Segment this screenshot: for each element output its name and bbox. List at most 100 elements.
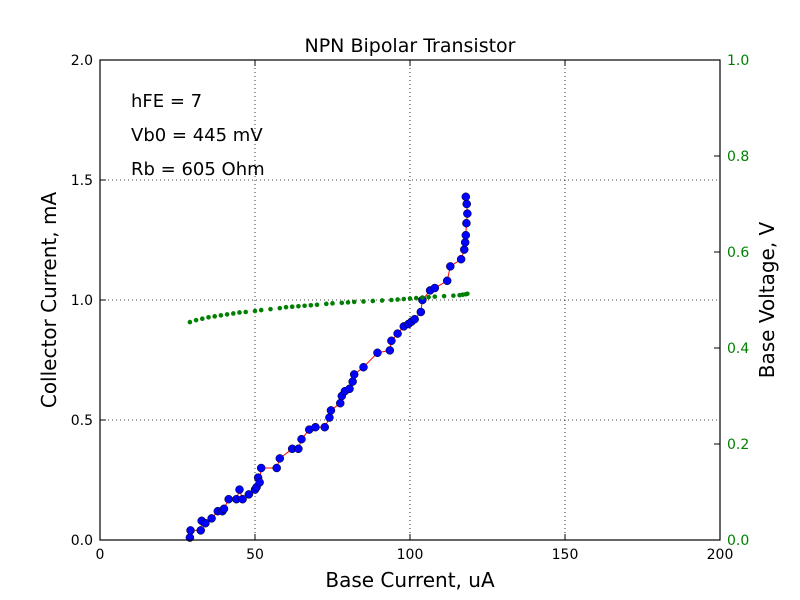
collector-current-point — [462, 199, 471, 209]
collector-current-point — [387, 336, 396, 346]
collector-current-point — [235, 485, 244, 494]
base-voltage-point — [302, 303, 307, 309]
y2-tick-label: 0.6 — [727, 245, 749, 261]
base-voltage-point — [314, 302, 320, 308]
base-voltage-point — [243, 309, 248, 315]
collector-current-point — [186, 526, 195, 535]
chart-title: NPN Bipolar Transistor — [305, 35, 516, 57]
y2-axis-label: Base Voltage, V — [755, 221, 779, 378]
collector-current-point — [462, 218, 471, 228]
base-voltage-point — [401, 296, 407, 302]
collector-current-point — [460, 245, 469, 254]
base-voltage-point — [426, 294, 431, 300]
collector-current-point — [275, 454, 285, 463]
base-voltage-point — [218, 313, 224, 318]
collector-current-point — [461, 192, 471, 202]
collector-current-point — [410, 314, 419, 324]
base-voltage-point — [379, 298, 385, 303]
base-voltage-point — [330, 301, 335, 306]
collector-current-point — [224, 494, 233, 504]
x-tick-label: 150 — [552, 547, 579, 563]
base-voltage-point — [395, 297, 400, 302]
y2-tick-label: 0.2 — [727, 437, 749, 453]
collector-current-point — [326, 406, 336, 415]
base-voltage-point — [420, 295, 425, 300]
collector-current-point — [345, 384, 354, 394]
collector-current-point — [272, 463, 281, 473]
collector-current-point — [349, 370, 359, 379]
collector-current-point — [256, 463, 266, 473]
collector-current-point — [311, 422, 320, 432]
base-voltage-point — [206, 314, 211, 320]
collector-current-point — [325, 413, 334, 422]
annotation-hfe: hFE = 7 — [131, 91, 202, 112]
base-voltage-point — [308, 302, 314, 308]
collector-current-point — [416, 307, 426, 317]
collector-current-series — [185, 192, 472, 542]
collector-current-point — [461, 230, 471, 240]
base-voltage-point — [277, 305, 283, 311]
x-tick-label: 100 — [397, 547, 424, 563]
collector-current-point — [219, 504, 229, 514]
x-tick-label: 50 — [246, 547, 264, 563]
collector-current-point — [244, 490, 254, 499]
base-voltage-point — [465, 291, 470, 297]
collector-current-point — [196, 526, 205, 535]
collector-current-point — [456, 254, 466, 264]
y2-tick-label: 0.0 — [727, 533, 749, 549]
base-voltage-point — [432, 294, 438, 299]
collector-current-point — [320, 422, 329, 432]
base-voltage-point — [351, 299, 357, 305]
base-voltage-point — [345, 300, 351, 305]
base-voltage-point — [252, 308, 258, 314]
base-voltage-point — [258, 307, 264, 313]
y-tick-label: 0.0 — [71, 533, 93, 549]
collector-current-point — [446, 262, 455, 271]
collector-current-point — [460, 238, 470, 247]
base-voltage-point — [231, 311, 236, 316]
x-tick-label: 0 — [96, 547, 105, 563]
collector-current-point — [430, 283, 440, 293]
base-voltage-point — [407, 296, 413, 301]
base-voltage-point — [237, 310, 242, 315]
base-voltage-point — [339, 300, 345, 306]
base-voltage-point — [187, 319, 193, 325]
collector-current-point — [201, 518, 210, 528]
base-voltage-point — [361, 299, 366, 304]
base-voltage-point — [268, 306, 273, 312]
base-voltage-point — [451, 293, 456, 298]
base-voltage-point — [441, 293, 447, 299]
collector-current-point — [393, 329, 402, 338]
base-voltage-point — [193, 317, 199, 323]
collector-current-point — [442, 276, 452, 286]
base-voltage-point — [413, 295, 419, 301]
base-voltage-point — [200, 316, 205, 322]
collector-current-point — [294, 444, 303, 454]
y-tick-label: 2.0 — [71, 53, 93, 69]
y2-tick-label: 0.4 — [727, 341, 749, 357]
base-voltage-point — [324, 301, 329, 307]
axis-ticks: 0 50 100 150 2000.00.51.01.52.00.00.20.40.60… — [71, 53, 750, 563]
base-voltage-point — [212, 314, 217, 319]
collector-current-point — [463, 209, 472, 218]
y2-tick-label: 0.8 — [727, 149, 749, 165]
annotation-rb: Rb = 605 Ohm — [131, 159, 265, 180]
y-tick-label: 1.5 — [71, 173, 93, 189]
collector-current-point — [385, 346, 395, 355]
collector-current-point — [207, 514, 216, 523]
y-tick-label: 0.5 — [71, 413, 93, 429]
collector-current-point — [238, 494, 247, 504]
y2-tick-label: 1.0 — [727, 53, 749, 69]
base-voltage-point — [289, 304, 295, 310]
x-tick-label: 200 — [707, 547, 734, 563]
annotation-vb0: Vb0 = 445 mV — [131, 125, 263, 146]
base-voltage-point — [370, 298, 376, 304]
collector-current-point — [373, 348, 382, 358]
base-voltage-point — [296, 303, 301, 309]
collector-current-point — [348, 377, 357, 386]
collector-current-point — [255, 478, 264, 487]
base-voltage-point — [224, 312, 230, 317]
x-axis-label: Base Current, uA — [325, 568, 495, 592]
y-tick-label: 1.0 — [71, 293, 93, 309]
